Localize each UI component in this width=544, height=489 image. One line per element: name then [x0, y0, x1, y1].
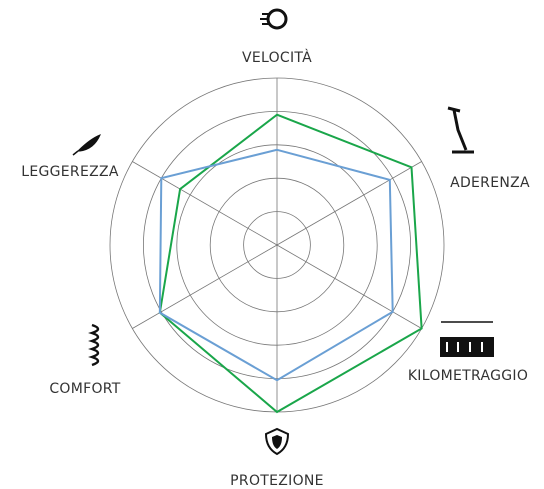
shield-icon-fill	[272, 435, 282, 449]
axis-label: KILOMETRAGGIO	[408, 368, 528, 384]
axis-spoke	[132, 161, 278, 246]
speed-icon-lines	[260, 13, 270, 25]
axis-label: PROTEZIONE	[230, 473, 324, 489]
axis-spoke	[276, 161, 422, 246]
axis-label: COMFORT	[49, 381, 120, 397]
icons	[72, 8, 494, 456]
shield-icon	[264, 427, 290, 456]
axis-label: VELOCITÀ	[242, 49, 312, 66]
axis-label: ADERENZA	[450, 175, 530, 191]
series-polygon	[158, 148, 394, 382]
axis-spoke	[132, 244, 278, 329]
comfort-icon	[88, 323, 100, 367]
grip-icon	[447, 106, 474, 154]
axis-label: LEGGEREZZA	[21, 164, 119, 180]
speed-icon	[266, 8, 288, 30]
feather-icon	[76, 134, 101, 152]
feather-icon-stem	[72, 150, 79, 156]
series-polygon	[158, 113, 423, 414]
km-icon	[440, 321, 494, 357]
axis-spoke	[276, 244, 422, 329]
